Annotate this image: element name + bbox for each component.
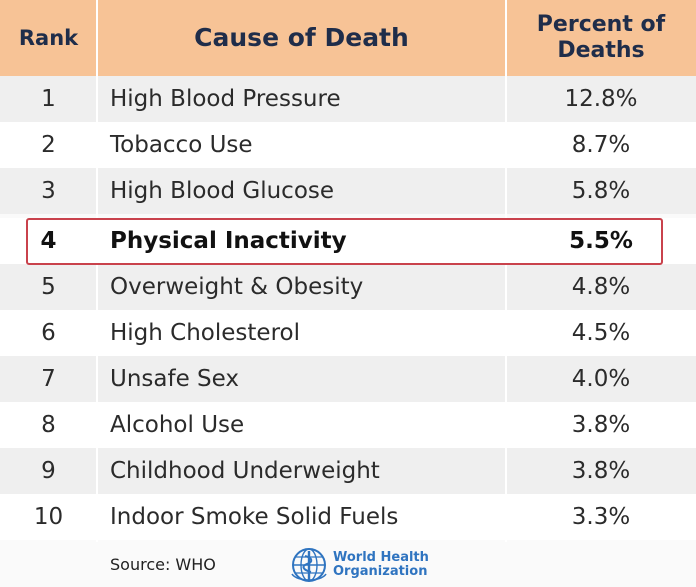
row-cause: High Cholesterol [110, 320, 300, 346]
table-row: 2 Tobacco Use 8.7% [0, 122, 696, 168]
column-divider [96, 76, 98, 542]
row-cause: Childhood Underweight [110, 458, 380, 484]
table-row: 7 Unsafe Sex 4.0% [0, 356, 696, 402]
who-org-line2: Organization [333, 564, 428, 579]
row-percent: 4.8% [571, 274, 631, 300]
table-row: 6 High Cholesterol 4.5% [0, 310, 696, 356]
table-footer: Source: WHO World Health Organization [0, 542, 696, 587]
row-rank: 3 [41, 178, 56, 204]
row-rank: 4 [40, 228, 57, 254]
row-percent: 4.0% [571, 366, 631, 392]
table-row: 5 Overweight & Obesity 4.8% [0, 264, 696, 310]
row-rank: 1 [41, 86, 56, 112]
header-divider [96, 0, 98, 76]
row-percent: 4.5% [571, 320, 631, 346]
who-org-line1: World Health [333, 550, 429, 565]
header-percent-line1: Percent of [536, 12, 666, 38]
header-divider [505, 0, 507, 76]
row-cause: Tobacco Use [110, 132, 253, 158]
column-divider [505, 76, 507, 542]
row-percent: 8.7% [571, 132, 631, 158]
row-rank: 9 [41, 458, 56, 484]
who-org-name: World Health Organization [333, 551, 429, 579]
header-rank: Rank [18, 25, 79, 50]
header-percent: Percent of Deaths [506, 0, 696, 76]
table-row: 8 Alcohol Use 3.8% [0, 402, 696, 448]
header-percent-line2: Deaths [557, 38, 645, 63]
who-emblem-icon [291, 548, 327, 582]
row-cause: Alcohol Use [110, 412, 245, 438]
row-rank: 5 [41, 274, 56, 300]
row-rank: 7 [41, 366, 56, 392]
row-percent: 3.8% [571, 458, 631, 484]
table-row-highlighted: 4 Physical Inactivity 5.5% [0, 218, 696, 264]
row-cause: Unsafe Sex [110, 366, 240, 392]
highlight-outline [26, 218, 663, 265]
row-cause: Physical Inactivity [110, 228, 347, 254]
row-cause: High Blood Glucose [110, 178, 335, 204]
who-logo: World Health Organization [289, 546, 429, 584]
table-header: Rank Cause of Death Percent of Deaths [0, 0, 696, 76]
row-percent: 3.3% [571, 504, 631, 530]
row-cause: Indoor Smoke Solid Fuels [110, 504, 399, 530]
source-label: Source: WHO [110, 554, 216, 574]
row-rank: 8 [41, 412, 56, 438]
table-row: 10 Indoor Smoke Solid Fuels 3.3% [0, 494, 696, 540]
table-row: 1 High Blood Pressure 12.8% [0, 76, 696, 122]
row-percent: 5.8% [571, 178, 631, 204]
header-cause: Cause of Death [194, 23, 409, 53]
row-cause: Overweight & Obesity [110, 274, 364, 300]
row-rank: 10 [33, 504, 64, 530]
row-percent: 5.5% [569, 228, 633, 254]
row-rank: 2 [41, 132, 56, 158]
row-percent: 12.8% [564, 86, 638, 112]
table-row: 3 High Blood Glucose 5.8% [0, 168, 696, 214]
table-row: 9 Childhood Underweight 3.8% [0, 448, 696, 494]
row-cause: High Blood Pressure [110, 86, 341, 112]
row-rank: 6 [41, 320, 56, 346]
row-percent: 3.8% [571, 412, 631, 438]
